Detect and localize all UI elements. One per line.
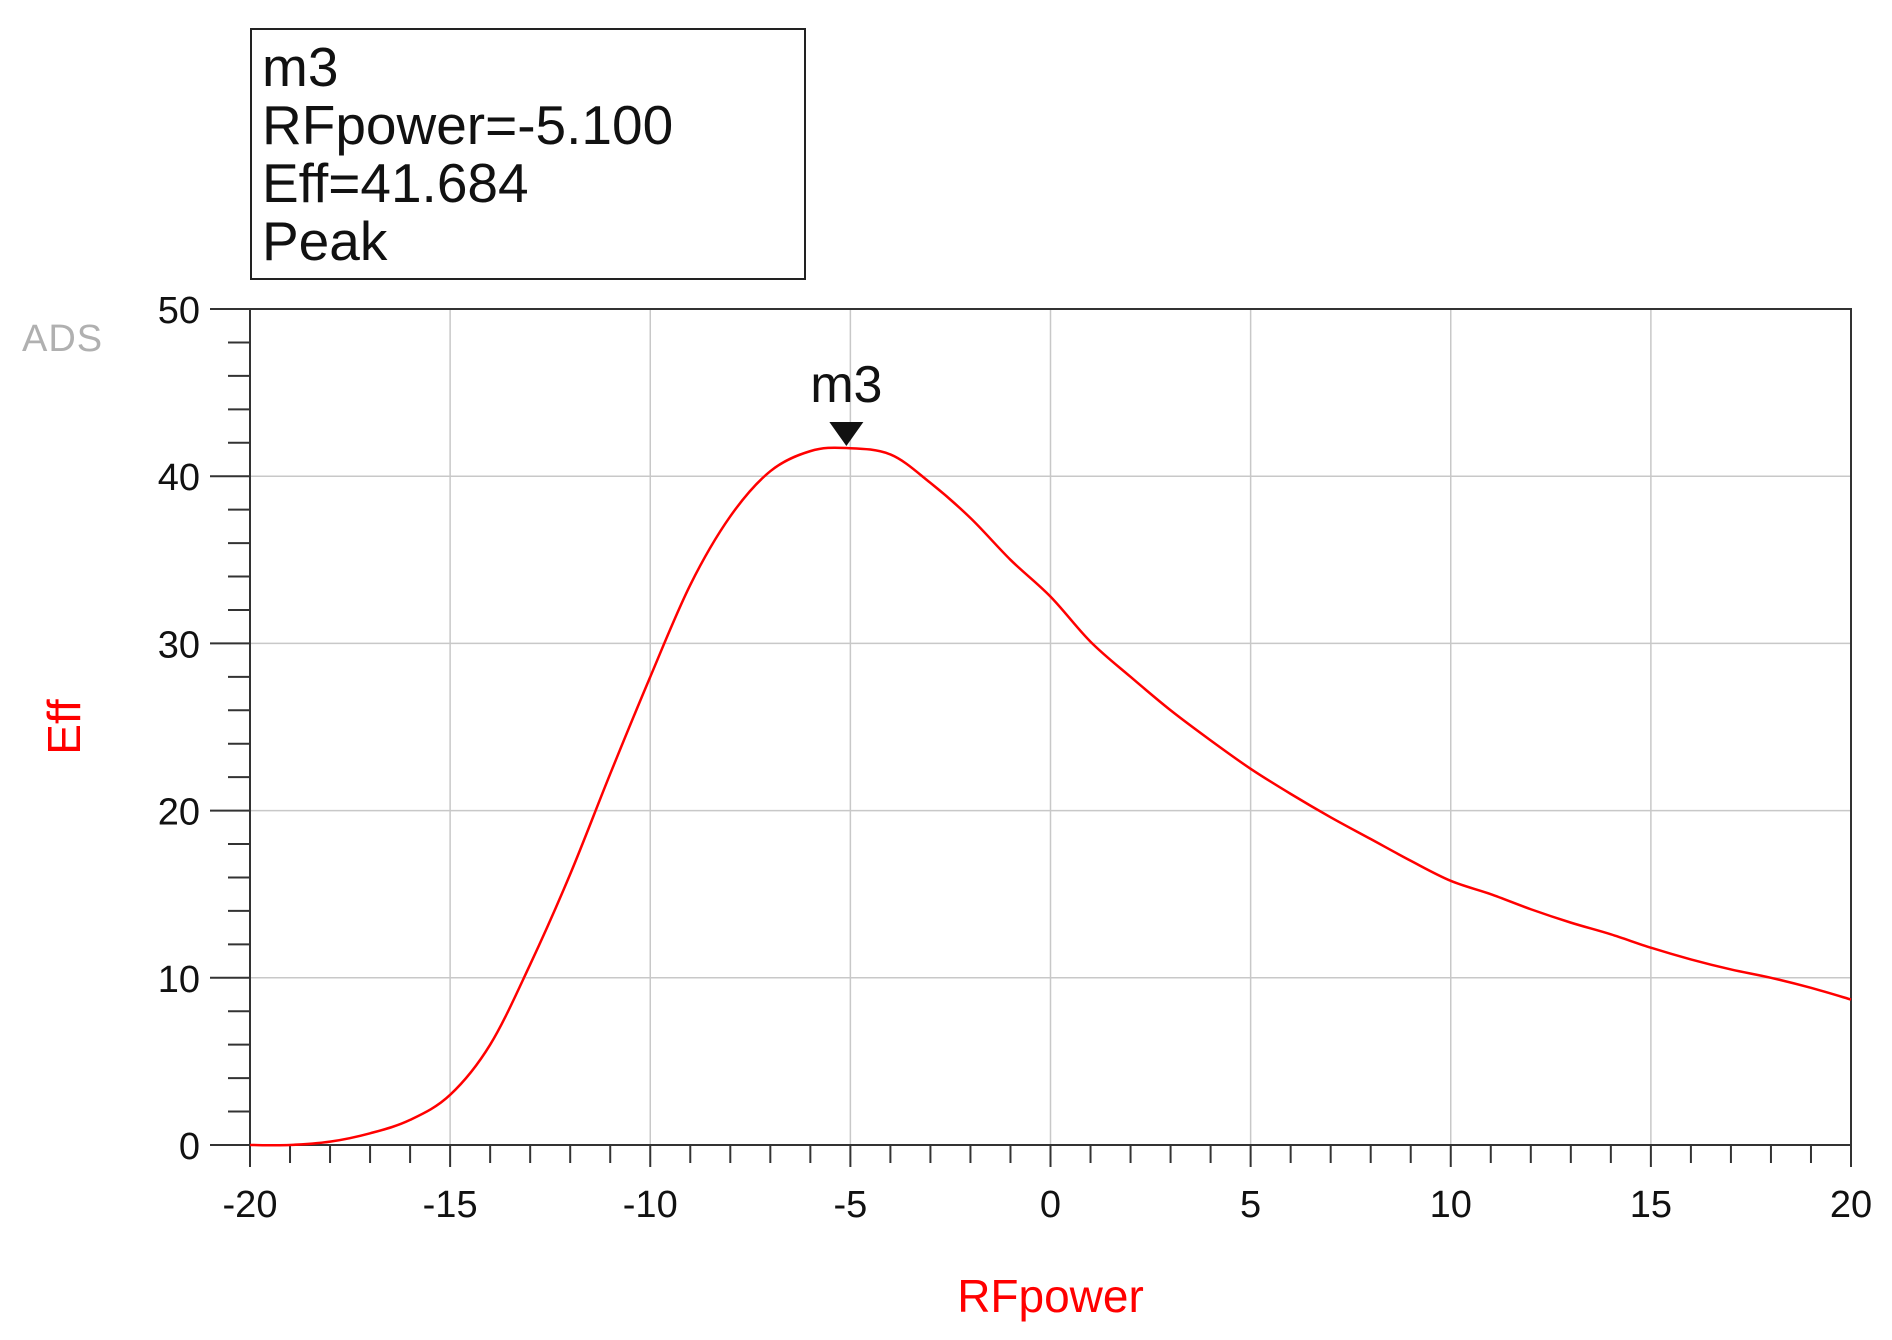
plot-frame <box>249 308 1852 1146</box>
x-tick-label: -5 <box>833 1184 867 1226</box>
x-tick-label: -15 <box>423 1184 478 1226</box>
x-tick-labels: -20 -15 -10 -5 0 5 10 15 20 <box>223 1184 1873 1226</box>
y-tick-label: 40 <box>158 457 200 499</box>
marker-readout-box[interactable]: m3 RFpower=-5.100 Eff=41.684 Peak <box>250 28 806 280</box>
x-tick-label: 5 <box>1240 1184 1261 1226</box>
x-axis-label: RFpower <box>957 1270 1144 1322</box>
y-tick-label: 20 <box>158 792 200 834</box>
minor-ticks <box>210 308 1852 1167</box>
marker-mode: Peak <box>262 210 388 272</box>
y-tick-label: 0 <box>179 1126 200 1168</box>
y-tick-label: 50 <box>158 290 200 332</box>
y-tick-labels: 0 10 20 30 40 50 <box>158 290 200 1168</box>
grid <box>249 308 1852 1146</box>
eff-trace <box>249 446 1852 1147</box>
y-tick-label: 30 <box>158 624 200 666</box>
x-tick-label: -10 <box>623 1184 678 1226</box>
y-tick-label: 10 <box>158 959 200 1001</box>
marker-name: m3 <box>262 36 339 98</box>
ads-watermark: ADS <box>22 318 104 360</box>
x-tick-label: -20 <box>223 1184 278 1226</box>
x-tick-label: 20 <box>1830 1184 1872 1226</box>
marker-y-readout: Eff=41.684 <box>262 152 529 214</box>
marker-label: m3 <box>810 356 882 414</box>
x-tick-label: 15 <box>1630 1184 1672 1226</box>
x-tick-label: 0 <box>1040 1184 1061 1226</box>
marker-triangle-icon[interactable] <box>829 422 864 447</box>
x-tick-label: 10 <box>1430 1184 1472 1226</box>
marker-x-readout: RFpower=-5.100 <box>262 94 674 156</box>
y-axis-label: Eff <box>38 699 90 755</box>
